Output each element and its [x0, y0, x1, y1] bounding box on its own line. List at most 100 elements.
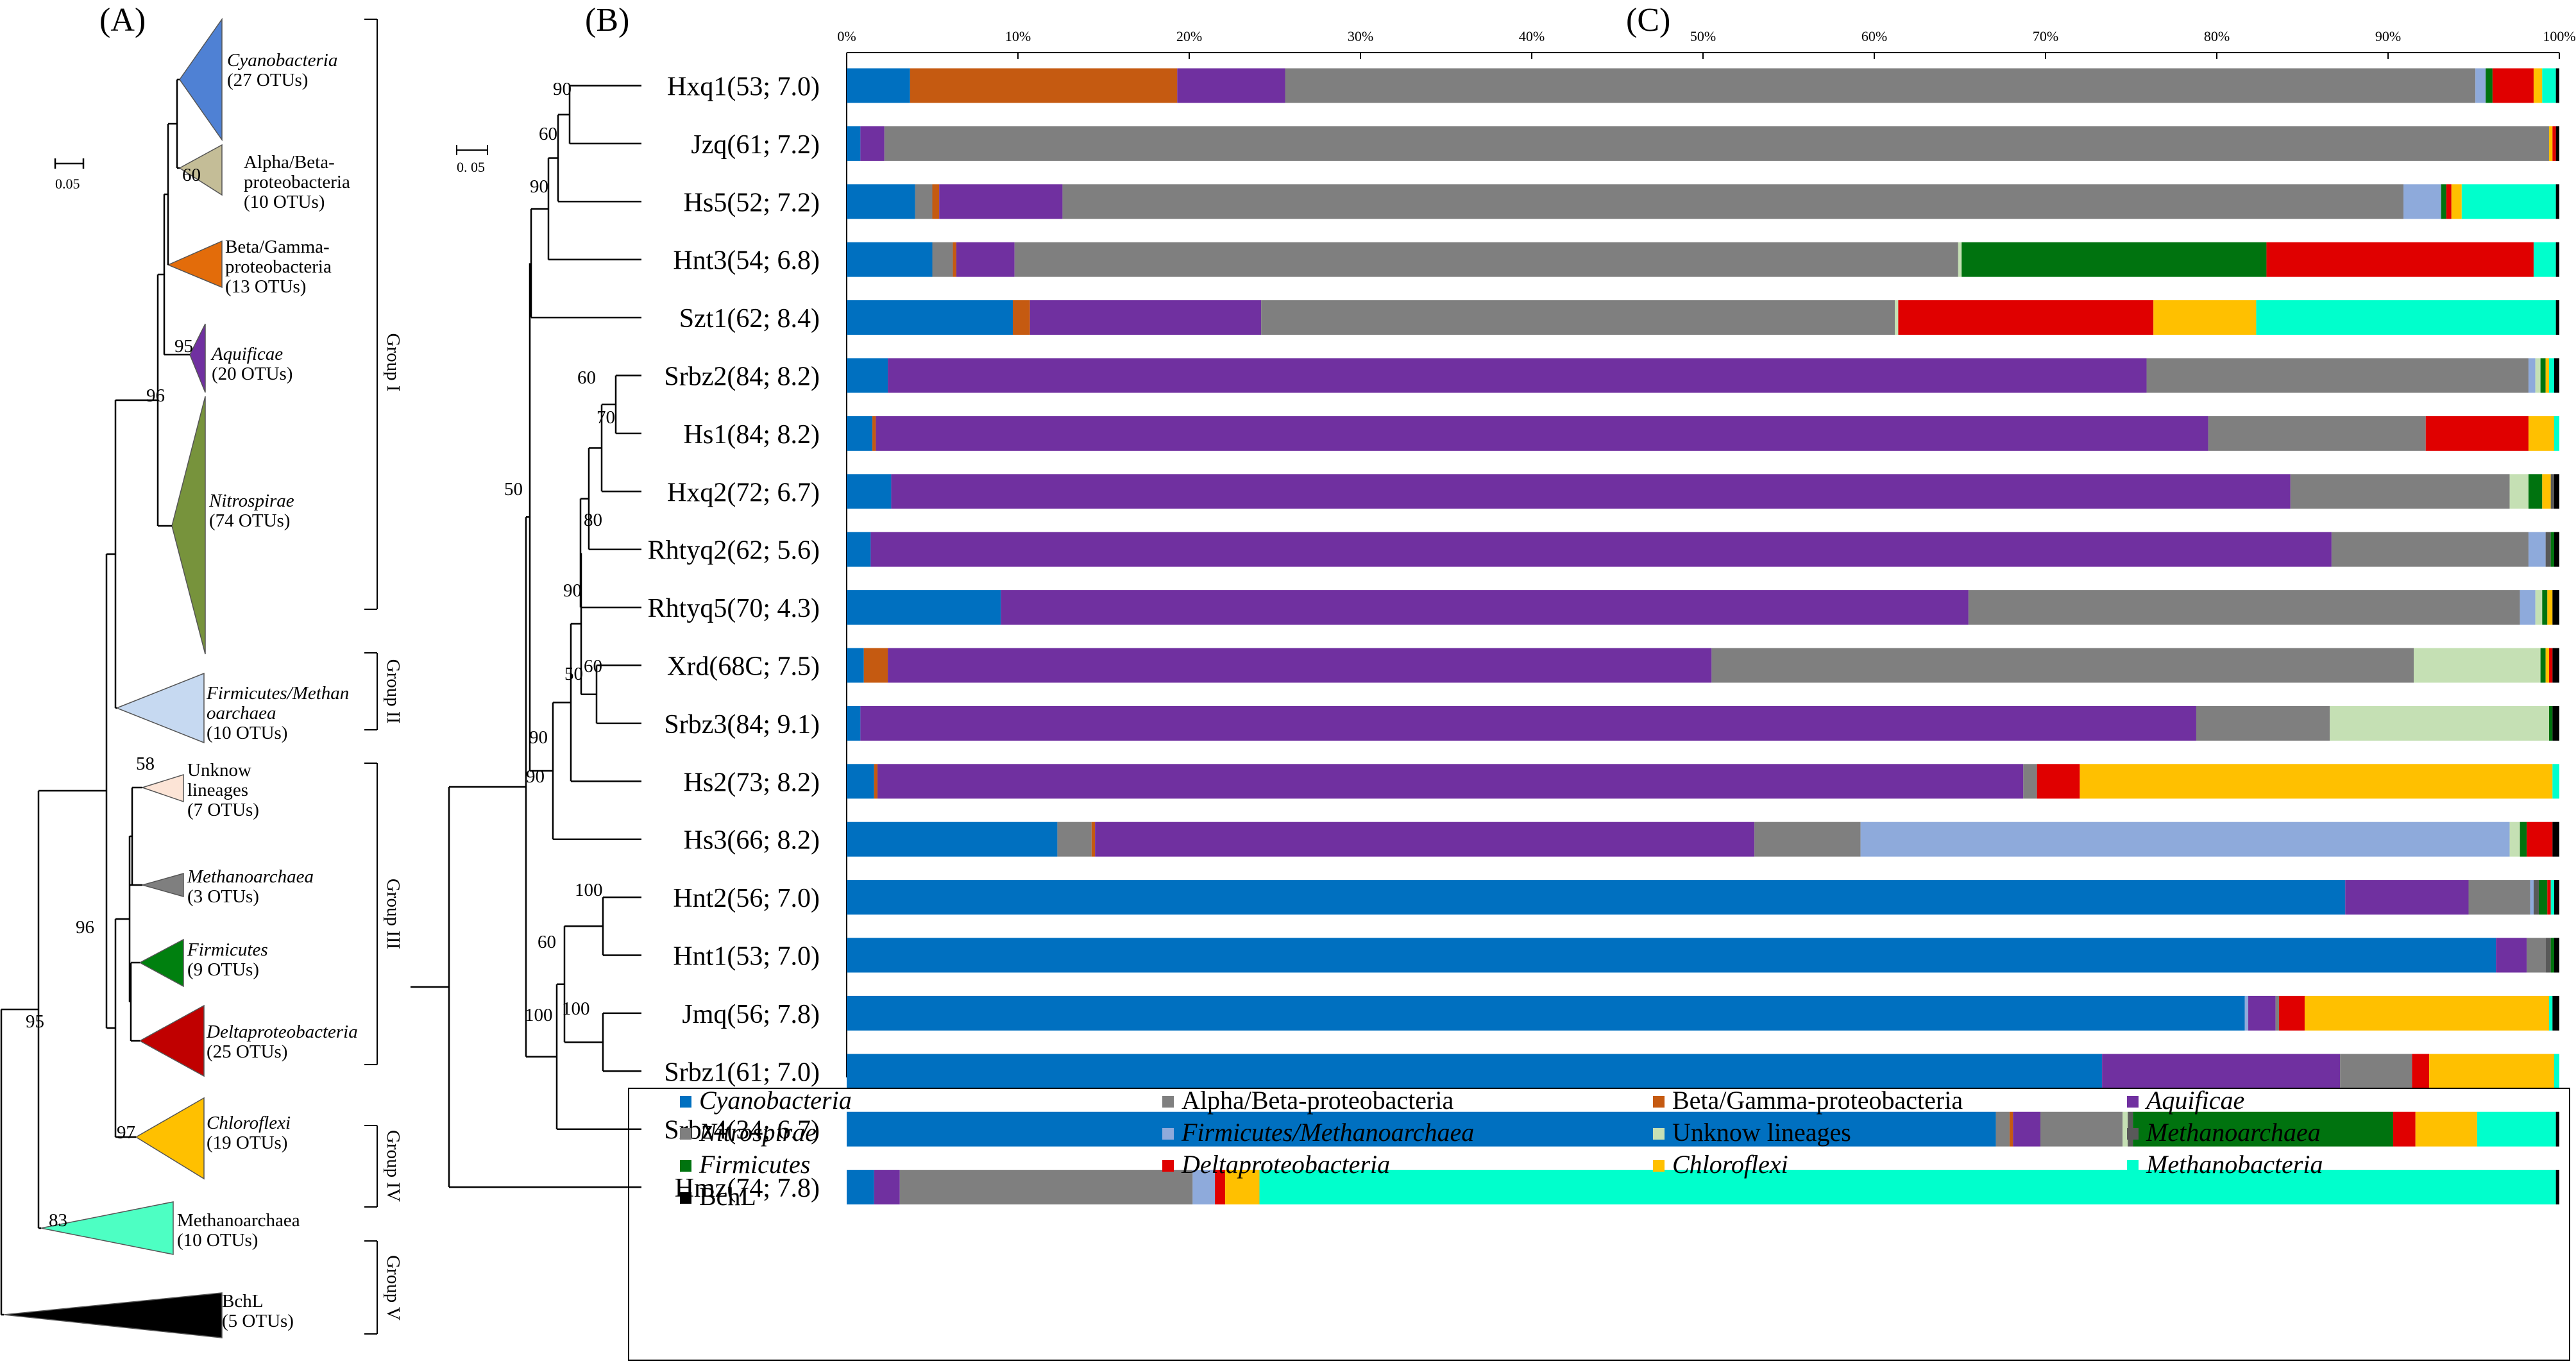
- bootstrap-value: 70: [597, 407, 615, 428]
- bar-row: [847, 648, 2559, 683]
- clade-label: proteobacteria: [244, 172, 350, 192]
- clade-triangle: [40, 1201, 174, 1255]
- bootstrap-value: 100: [562, 999, 590, 1019]
- bar-row: [847, 358, 2559, 393]
- bar-segment: [2555, 1170, 2559, 1205]
- sample-label: Hs1(84; 8.2): [684, 420, 820, 450]
- legend-swatch: [1653, 1160, 1665, 1172]
- sample-label: Rhtyq5(70; 4.3): [648, 594, 820, 623]
- sample-label: Srbz3(84; 9.1): [664, 710, 820, 739]
- bar-segment: [863, 648, 888, 683]
- bar-segment: [2451, 184, 2462, 219]
- clade-label: (5 OTUs): [222, 1311, 294, 1331]
- clade-triangle: [139, 938, 184, 988]
- legend-swatch: [2127, 1128, 2139, 1140]
- bar-segment: [2425, 416, 2529, 451]
- bar-segment: [2208, 416, 2426, 451]
- bar-segment: [847, 126, 861, 161]
- bootstrap-value: 83: [49, 1210, 67, 1231]
- bar-segment: [1215, 1170, 1226, 1205]
- bar-segment: [2023, 764, 2037, 799]
- bar-segment: [1062, 184, 2404, 219]
- bar-segment: [847, 764, 874, 799]
- bar-segment: [2461, 184, 2556, 219]
- bootstrap-value: 90: [530, 176, 548, 197]
- bar-segment: [888, 358, 2147, 393]
- bar-segment: [1754, 822, 1861, 857]
- clade-label: (19 OTUs): [207, 1133, 287, 1153]
- legend-label: Unknow lineages: [1672, 1118, 1851, 1147]
- clade-label: Chloroflexi: [207, 1113, 291, 1133]
- bar-segment: [2123, 1111, 2128, 1147]
- clade-label: (74 OTUs): [209, 510, 290, 531]
- bar-row: [847, 242, 2559, 277]
- bar-segment: [2080, 764, 2553, 799]
- x-tick-label: 60%: [1861, 28, 1887, 44]
- bar-row: [847, 764, 2559, 799]
- legend-swatch: [2127, 1160, 2139, 1172]
- legend-label: Cyanobacteria: [699, 1086, 852, 1115]
- bar-segment: [2527, 822, 2553, 857]
- x-tick-label: 10%: [1005, 28, 1031, 44]
- sample-label: Rhtyq2(62; 5.6): [648, 536, 820, 566]
- bar-segment: [874, 1170, 900, 1205]
- clade-label: BchL: [222, 1291, 263, 1311]
- legend-swatch: [2127, 1096, 2139, 1108]
- bar-segment: [847, 532, 871, 567]
- group-label: Group III: [383, 879, 403, 949]
- bar-segment: [2528, 474, 2543, 509]
- bootstrap-value: 96: [146, 385, 165, 406]
- bar-row: [847, 995, 2559, 1031]
- bootstrap-value: 60: [577, 367, 596, 388]
- bar-segment: [2552, 822, 2559, 857]
- bar-segment: [2275, 995, 2279, 1031]
- clade-label: Firmicutes/Methan: [206, 683, 349, 704]
- sample-label: Hnt3(54; 6.8): [673, 246, 820, 276]
- bar-segment: [2550, 880, 2554, 915]
- sample-label: Hxq1(53; 7.0): [667, 72, 820, 102]
- bar-segment: [2535, 590, 2543, 625]
- legend-swatch: [680, 1096, 691, 1108]
- bar-segment: [1898, 300, 2154, 335]
- bar-segment: [2535, 358, 2541, 393]
- bar-segment: [2256, 300, 2556, 335]
- bar-segment: [2520, 822, 2527, 857]
- bar-segment: [956, 242, 1015, 277]
- bar-segment: [1095, 822, 1755, 857]
- bar-segment: [2554, 358, 2559, 393]
- bar-segment: [847, 938, 2496, 973]
- bar-segment: [2533, 242, 2556, 277]
- bar-segment: [2552, 126, 2556, 161]
- bar-segment: [2555, 300, 2559, 335]
- bootstrap-value: 90: [563, 580, 582, 601]
- sample-label: Hs3(66; 8.2): [684, 826, 820, 856]
- legend-swatch: [1162, 1128, 1174, 1140]
- bar-segment: [2533, 880, 2539, 915]
- bootstrap-value: 96: [76, 917, 94, 938]
- bar-segment: [1711, 648, 2414, 683]
- bar-segment: [2547, 880, 2551, 915]
- bar-segment: [847, 822, 1058, 857]
- sample-label: Srbz2(84; 8.2): [664, 362, 820, 392]
- bar-segment: [1968, 590, 2520, 625]
- bar-segment: [888, 648, 1712, 683]
- bar-segment: [1192, 1170, 1216, 1205]
- bar-segment: [2548, 648, 2553, 683]
- x-tick-label: 100%: [2543, 28, 2575, 44]
- bar-row: [847, 1170, 2559, 1205]
- x-tick-label: 50%: [1690, 28, 1716, 44]
- bar-segment: [2550, 474, 2554, 509]
- bar-segment: [2304, 995, 2550, 1031]
- legend-label: Methanoarchaea: [2146, 1118, 2321, 1147]
- clade-label: (27 OTUs): [227, 70, 308, 90]
- bar-segment: [2542, 474, 2551, 509]
- bar-row: [847, 705, 2559, 741]
- bar-row: [847, 126, 2559, 161]
- legend-label: Beta/Gamma-proteobacteria: [1672, 1086, 1963, 1115]
- bar-segment: [2549, 995, 2553, 1031]
- bootstrap-value: 60: [538, 932, 556, 952]
- stacked-bars: [847, 68, 2559, 1205]
- bootstrap-value: 80: [584, 510, 602, 530]
- bar-segment: [847, 705, 861, 741]
